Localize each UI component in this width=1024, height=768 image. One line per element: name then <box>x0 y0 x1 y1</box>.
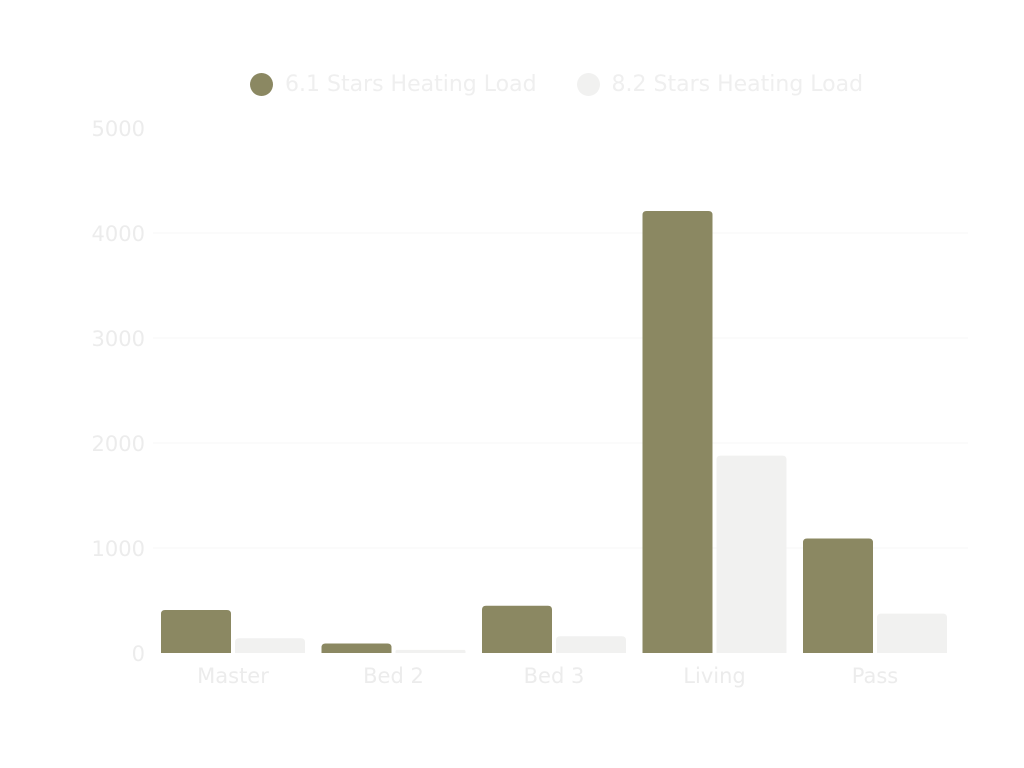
bar-bed-2-series-2 <box>395 649 466 653</box>
y-tick-label-0: 0 <box>132 642 145 666</box>
bar-living-series-2 <box>716 455 787 653</box>
y-tick-label-3000: 3000 <box>92 327 145 351</box>
x-tick-label-bed-2: Bed 2 <box>363 664 424 688</box>
bar-master-series-1 <box>161 609 231 653</box>
bar-pass-series-1 <box>803 538 873 653</box>
legend-label-series-1: 6.1 Stars Heating Load <box>285 72 537 97</box>
legend-swatch-series-1 <box>250 73 273 96</box>
y-tick-label-2000: 2000 <box>92 432 145 456</box>
y-tick-label-1000: 1000 <box>92 537 145 561</box>
legend-item-series-1[interactable]: 6.1 Stars Heating Load <box>250 72 537 97</box>
x-tick-label-master: Master <box>197 664 269 688</box>
bar-bed-2-series-1 <box>321 643 392 653</box>
bar-living-series-1 <box>642 210 713 653</box>
x-tick-label-living: Living <box>683 664 745 688</box>
legend-item-series-2[interactable]: 8.2 Stars Heating Load <box>576 72 864 97</box>
chart-legend: 6.1 Stars Heating Load 8.2 Stars Heating… <box>250 72 863 97</box>
bar-master-series-2 <box>235 638 305 653</box>
legend-swatch-series-2 <box>576 73 600 96</box>
bar-bed-3-series-1 <box>482 605 552 653</box>
y-tick-label-5000: 5000 <box>92 117 145 141</box>
y-tick-label-4000: 4000 <box>92 222 145 246</box>
legend-label-series-2: 8.2 Stars Heating Load <box>611 72 864 97</box>
x-tick-label-pass: Pass <box>852 664 898 688</box>
bar-bed-3-series-2 <box>556 636 626 653</box>
bar-pass-series-2 <box>877 613 947 653</box>
x-tick-label-bed-3: Bed 3 <box>524 664 585 688</box>
